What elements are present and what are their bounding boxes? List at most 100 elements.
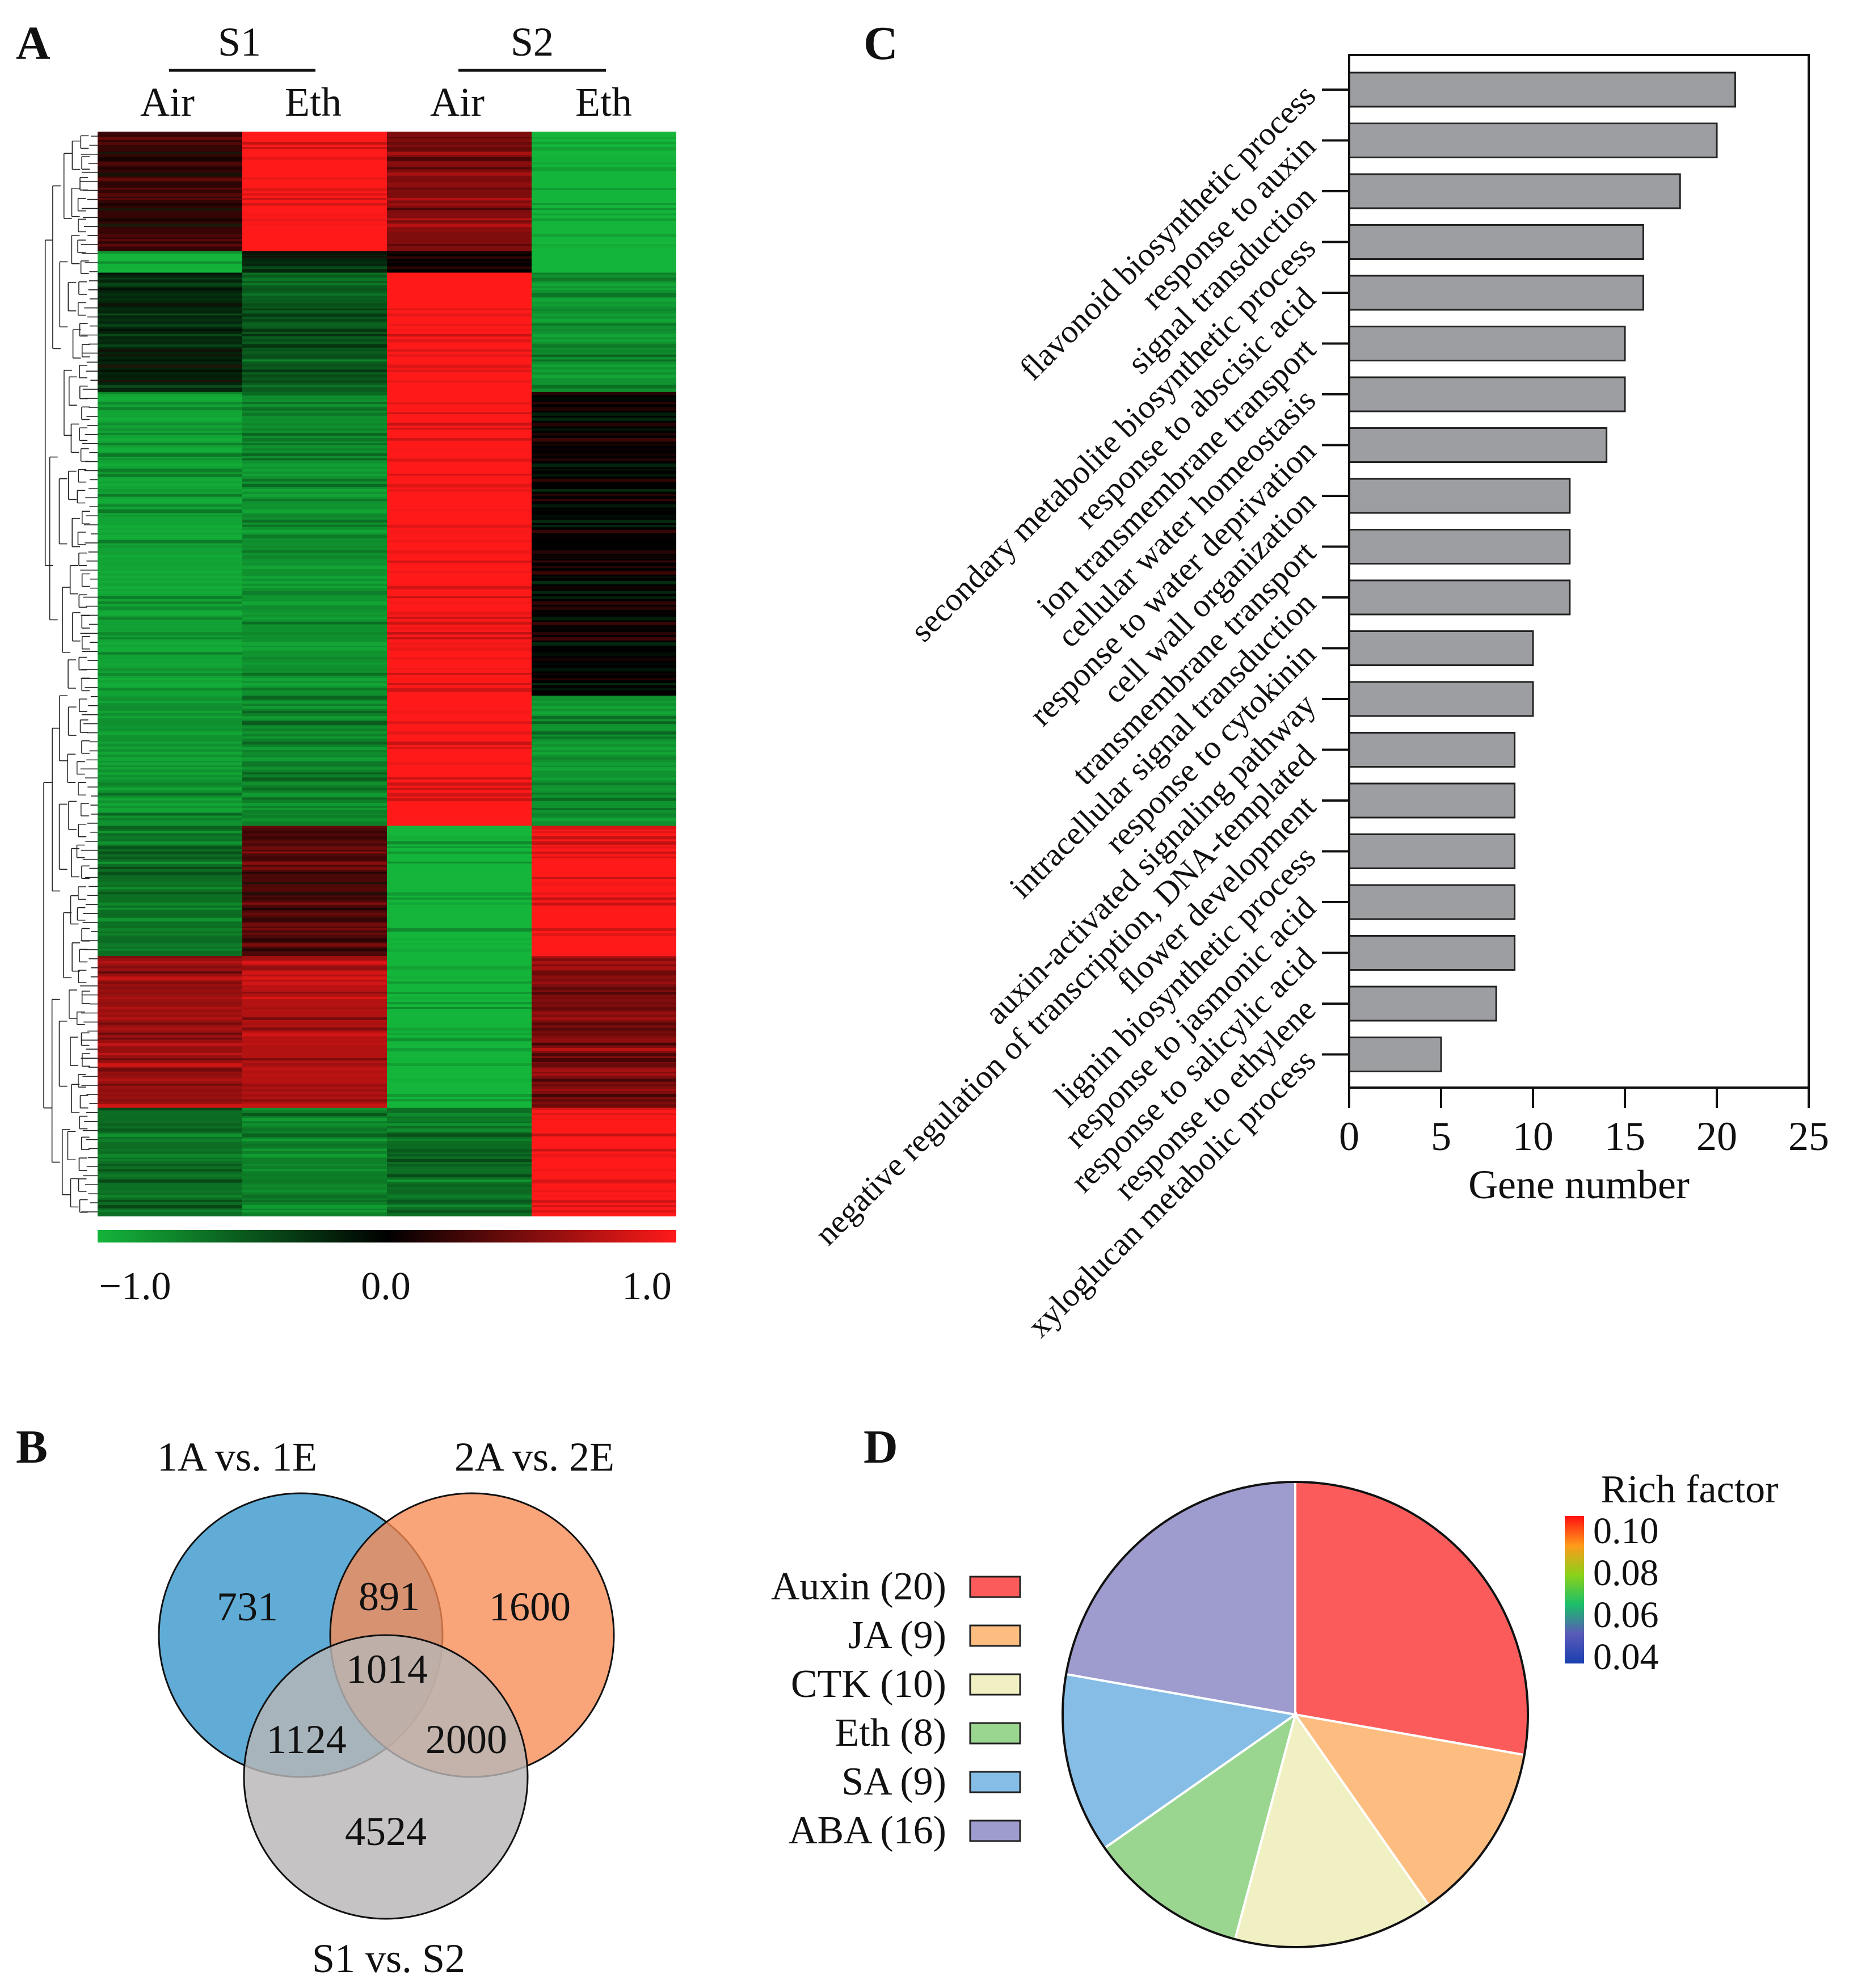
heatmap-stripe (387, 762, 532, 765)
heatmap-stripe (387, 1084, 532, 1086)
heatmap-stripe (387, 808, 532, 812)
venn-count: 731 (217, 1584, 278, 1629)
heatmap-stripe (387, 772, 532, 776)
heatmap-stripe (98, 1104, 243, 1108)
heatmap-stripe (387, 912, 532, 916)
heatmap-cell (532, 272, 676, 393)
heatmap-stripe (98, 662, 243, 665)
heatmap-stripe (387, 798, 532, 802)
heatmap-stripe (532, 683, 676, 686)
heatmap-stripe (98, 313, 243, 315)
heatmap-stripe (532, 616, 676, 621)
heatmap-stripe (532, 458, 676, 461)
heatmap-stripe (98, 1204, 243, 1208)
heatmap-stripe (532, 631, 676, 635)
heatmap-stripe (532, 871, 676, 874)
heatmap-stripe (98, 244, 243, 247)
heatmap-stripe (242, 412, 388, 416)
heatmap-stripe (242, 882, 388, 885)
heatmap-stripe (98, 836, 243, 840)
heatmap-stripe (387, 261, 532, 263)
heatmap-stripe (532, 239, 676, 242)
heatmap-stripe (98, 861, 243, 864)
heatmap-stripe (98, 1113, 243, 1117)
heatmap-stripe (532, 132, 676, 136)
heatmap-stripe (242, 1159, 388, 1161)
heatmap-stripe (387, 892, 532, 896)
heatmap-stripe (242, 1113, 388, 1117)
heatmap-stripe (242, 1199, 388, 1202)
heatmap-stripe (387, 369, 532, 373)
heatmap-stripe (98, 1194, 243, 1198)
heatmap-stripe (242, 1133, 388, 1138)
heatmap-stripe (242, 369, 388, 372)
heatmap-stripe (532, 266, 676, 268)
heatmap-stripe (532, 803, 676, 806)
heatmap-stripe (532, 427, 676, 432)
heatmap-stripe (387, 1138, 532, 1141)
heatmap-stripe (242, 961, 388, 964)
heatmap-stripe (98, 402, 243, 405)
heatmap-stripe (532, 747, 676, 751)
heatmap-stripe (98, 448, 243, 452)
heatmap-stripe (242, 244, 388, 247)
heatmap-stripe (532, 565, 676, 568)
heatmap-stripe (387, 529, 532, 534)
heatmap-stripe (532, 318, 676, 323)
heatmap-stripe (387, 519, 532, 523)
heatmap-stripe (242, 716, 388, 720)
heatmap-stripe (242, 683, 388, 686)
pie-legend-swatch (969, 1722, 1021, 1745)
heatmap-stripe (532, 897, 676, 900)
heatmap-stripe (98, 667, 243, 672)
heatmap-stripe (387, 328, 532, 331)
heatmap-stripe (242, 1012, 388, 1014)
heatmap-stripe (532, 601, 676, 605)
heatmap-stripe (98, 1058, 243, 1061)
bar (1348, 173, 1681, 209)
heatmap-stripe (387, 866, 532, 870)
heatmap-stripe (532, 529, 676, 533)
heatmap-stripe (98, 369, 243, 372)
heatmap-stripe (387, 701, 532, 704)
heatmap-stripe (242, 818, 388, 822)
heatmap-stripe (387, 162, 532, 166)
heatmap-stripe (532, 721, 676, 725)
heatmap-stripe (98, 293, 243, 297)
heatmap-stripe (242, 657, 388, 660)
heatmap-stripe (387, 923, 532, 926)
heatmap-stripe (387, 203, 532, 207)
hormone-pie-chart: Auxin (20) JA (9) CTK (10) Eth (8) SA (9) ABA… (771, 1468, 1778, 1948)
heatmap-stripe (242, 892, 388, 896)
heatmap-stripe (532, 1058, 676, 1063)
heatmap-stripe (98, 266, 243, 270)
heatmap-stripe (98, 468, 243, 473)
pie-legend-label: ABA (16) (789, 1809, 946, 1852)
heatmap-stripe (242, 672, 388, 676)
heatmap-stripe (532, 514, 676, 519)
heatmap-stripe (98, 841, 243, 845)
bar (1348, 478, 1571, 514)
heatmap-stripe (532, 509, 676, 511)
heatmap-panel: S1 S2 Air Eth Air Eth −1.0 0.0 1.0 (43, 19, 676, 1308)
heatmap-stripe (98, 488, 243, 492)
heatmap-cell (532, 956, 676, 1109)
heatmap-stripe (98, 672, 243, 676)
heatmap-stripe (98, 1138, 243, 1143)
heatmap-stripe (242, 251, 388, 255)
heatmap-stripe (532, 1118, 676, 1121)
heatmap-stripe (98, 716, 243, 718)
heatmap-stripe (98, 747, 243, 749)
heatmap-stripe (242, 856, 388, 860)
heatmap-stripe (532, 473, 676, 477)
heatmap-stripe (98, 762, 243, 765)
heatmap-stripe (98, 1012, 243, 1015)
heatmap-stripe (98, 917, 243, 922)
heatmap-stripe (242, 488, 388, 492)
heatmap-stripe (98, 1048, 243, 1052)
heatmap-stripe (98, 1063, 243, 1067)
heatmap-stripe (387, 417, 532, 420)
colorbar-tick: 0.04 (1593, 1636, 1659, 1678)
heatmap-stripe (387, 524, 532, 528)
